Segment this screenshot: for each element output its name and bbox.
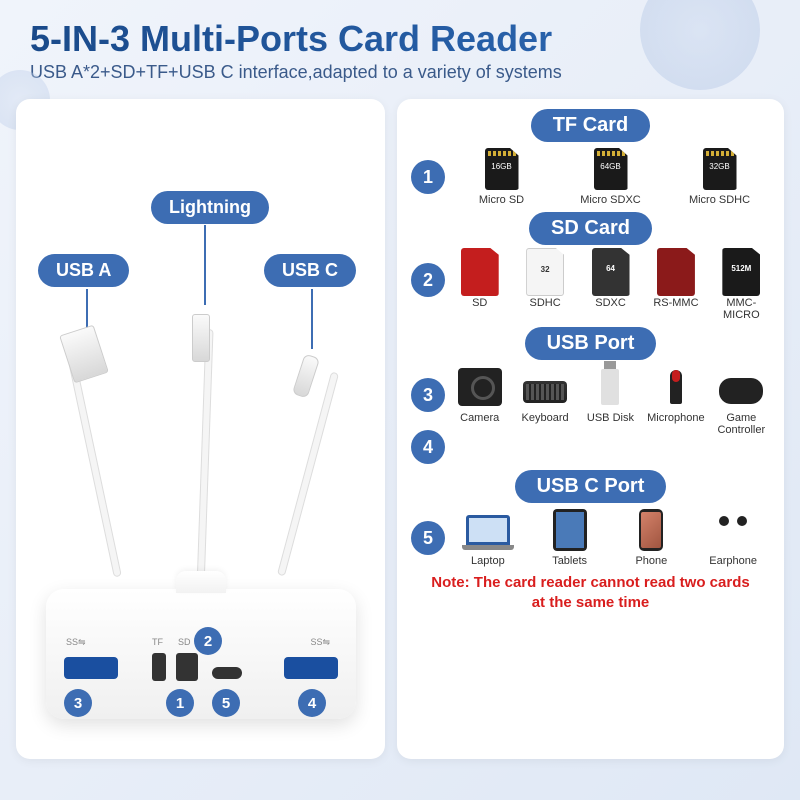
usbc-port-icon [212, 667, 242, 679]
category-item: Game Controller [713, 366, 770, 436]
category-item: 64 SDXC [582, 251, 639, 321]
category-item: Laptop [451, 509, 525, 567]
category-item: Camera [451, 366, 508, 436]
section-number-badge: 5 [411, 521, 445, 555]
item-label: Game Controller [713, 412, 770, 436]
connector-label-lightning: Lightning [151, 191, 269, 224]
section-title: USB C Port [515, 470, 667, 503]
category-item: Tablets [533, 509, 607, 567]
port-marking: SS⇋ [310, 637, 330, 648]
tfcard-icon: 16GB [478, 148, 526, 190]
port-number-badge: 4 [298, 689, 326, 717]
port-marking: SD [178, 637, 191, 647]
usba-plug-icon [59, 325, 109, 384]
usb-port-icon [64, 657, 118, 679]
sd-slot-icon [176, 653, 198, 681]
item-label: Micro SDXC [560, 194, 661, 206]
sdcard-darkred-icon [652, 251, 700, 293]
category-item: USB Disk [582, 366, 639, 436]
tfcard-icon: 32GB [696, 148, 744, 190]
category-item: 32GB Micro SDHC [669, 148, 770, 206]
sdcard-black-icon: 512M [717, 251, 765, 293]
port-number-badge: 5 [212, 689, 240, 717]
categories-panel: TF Card 1 16GB Micro SD 64GB Micro SDXC 32GB Mi… [397, 99, 784, 759]
category-item: SD [451, 251, 508, 321]
phone-icon [627, 509, 675, 551]
laptop-icon [464, 509, 512, 551]
section-title: SD Card [529, 212, 652, 245]
item-label: USB Disk [582, 412, 639, 424]
section-title: USB Port [525, 327, 657, 360]
category-item: RS-MMC [647, 251, 704, 321]
gamepad-icon [717, 366, 765, 408]
category-section: USB C Port 5 Laptop Tablets Phone Earphone [405, 470, 776, 567]
item-label: SDXC [582, 297, 639, 309]
item-label: Phone [615, 555, 689, 567]
item-label: Laptop [451, 555, 525, 567]
tablet-icon [546, 509, 594, 551]
sdcard-red-icon [456, 251, 504, 293]
item-label: Micro SDHC [669, 194, 770, 206]
usbdisk-icon [586, 366, 634, 408]
section-number-badge: 3 [411, 378, 445, 412]
item-label: RS-MMC [647, 297, 704, 309]
tf-slot-icon [152, 653, 166, 681]
category-item: 32 SDHC [516, 251, 573, 321]
category-item: Keyboard [516, 366, 573, 436]
section-number-badge: 4 [411, 430, 445, 464]
item-label: Tablets [533, 555, 607, 567]
pointer-line [204, 225, 206, 305]
category-section: TF Card 1 16GB Micro SD 64GB Micro SDXC 32GB Mi… [405, 109, 776, 206]
port-number-badge: 2 [194, 627, 222, 655]
earphone-icon [709, 509, 757, 551]
usb-port-icon [284, 657, 338, 679]
item-label: Microphone [647, 412, 704, 424]
item-label: Camera [451, 412, 508, 424]
warning-note: Note: The card reader cannot read two ca… [405, 573, 776, 612]
usbc-plug-icon [292, 354, 320, 399]
item-label: SDHC [516, 297, 573, 309]
section-number-badge: 1 [411, 160, 445, 194]
mic-icon [652, 366, 700, 408]
category-item: Microphone [647, 366, 704, 436]
section-number-badge: 2 [411, 263, 445, 297]
port-number-badge: 1 [166, 689, 194, 717]
item-label: Earphone [696, 555, 770, 567]
camera-icon [456, 366, 504, 408]
category-section: SD Card 2 SD 32 SDHC 64 SDXC RS-MMC 512M MMC-MICR… [405, 212, 776, 321]
sdcard-white-icon: 32 [521, 251, 569, 293]
connector-label-usbc: USB C [264, 254, 356, 287]
port-number-badge: 3 [64, 689, 92, 717]
item-label: Keyboard [516, 412, 573, 424]
item-label: SD [451, 297, 508, 309]
keyboard-icon [521, 366, 569, 408]
category-section: USB Port 3 4 Camera Keyboard USB Disk Micropho… [405, 327, 776, 464]
connector-label-usba: USB A [38, 254, 129, 287]
port-marking: SS⇋ [66, 637, 86, 648]
category-item: 16GB Micro SD [451, 148, 552, 206]
category-item: Earphone [696, 509, 770, 567]
category-item: 64GB Micro SDXC [560, 148, 661, 206]
item-label: Micro SD [451, 194, 552, 206]
section-title: TF Card [531, 109, 651, 142]
product-illustration: SS⇋ TF SD SS⇋ 1 2 3 4 5 [36, 299, 366, 739]
category-item: 512M MMC-MICRO [713, 251, 770, 321]
product-panel: USB A Lightning USB C SS⇋ TF SD SS⇋ [16, 99, 385, 759]
tfcard-icon: 64GB [587, 148, 635, 190]
category-item: Phone [615, 509, 689, 567]
port-marking: TF [152, 637, 163, 647]
item-label: MMC-MICRO [713, 297, 770, 321]
sdcard-orange-icon: 64 [587, 251, 635, 293]
lightning-plug-icon [192, 314, 210, 362]
